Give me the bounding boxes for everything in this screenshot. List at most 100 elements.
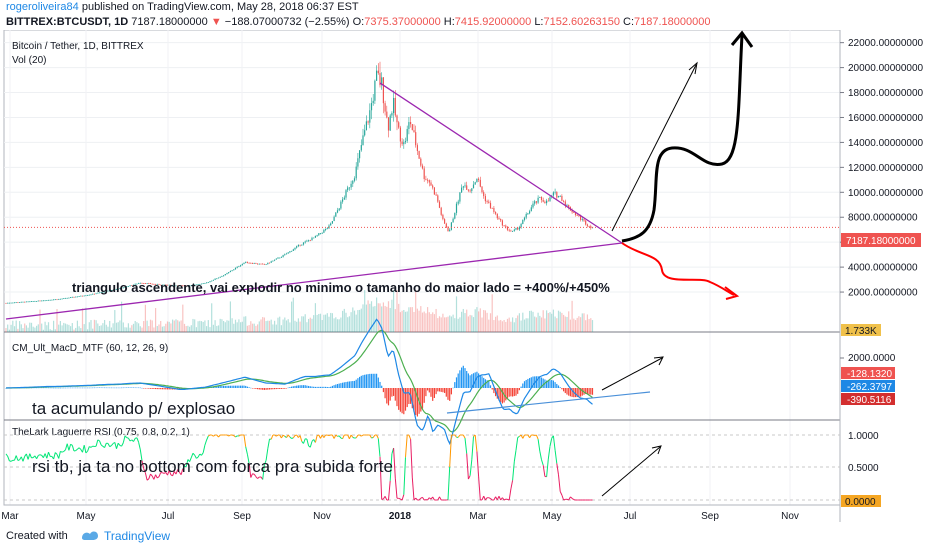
volume-bar [217, 325, 220, 332]
rsi-segment [263, 460, 267, 466]
macd-hist-bar [408, 388, 410, 405]
rsi-segment [411, 477, 415, 501]
candle-body [444, 219, 446, 224]
macd-hist-bar [432, 388, 434, 401]
triangle-upper-trendline[interactable] [379, 82, 623, 244]
candle-body [44, 300, 46, 302]
macd-hist-bar [291, 386, 293, 388]
volume-bar [7, 324, 9, 332]
rsi-segment [61, 450, 64, 453]
macd-hist-bar [362, 375, 364, 388]
rsi-segment [66, 443, 70, 451]
macd-hist-bar [277, 388, 279, 390]
target-arrow-line[interactable] [611, 64, 697, 232]
volume-bar [440, 317, 442, 332]
triangle-lower-trendline[interactable] [5, 242, 623, 320]
rsi-annotation[interactable]: rsi tb, ja ta no bottom com forca pra su… [32, 457, 393, 476]
macd-hist-bar [70, 387, 72, 389]
volume-bar [410, 307, 412, 332]
rsi-segment [439, 496, 442, 501]
bull-arrow-head-icon [730, 30, 754, 48]
macd-hist-bar [287, 387, 289, 389]
time-tick-label: Nov [313, 511, 331, 522]
volume-bar [93, 319, 95, 332]
rsi-segment [63, 449, 66, 452]
macd-hist-bar [557, 385, 560, 388]
volume-bar [583, 313, 585, 332]
macd-hist-bar [399, 388, 401, 412]
candle-body [476, 178, 478, 183]
macd-hist-bar [406, 388, 408, 408]
volume-bar [408, 307, 410, 332]
volume-bar [260, 319, 262, 332]
macd-pane-title: CM_Ult_MacD_MTF (60, 12, 26, 9) [12, 343, 168, 354]
bull-path-drawing[interactable] [621, 34, 744, 243]
candle-body [170, 284, 172, 286]
macd-hist-bar [104, 387, 106, 389]
candle-body [136, 283, 138, 285]
macd-hist-bar [59, 387, 61, 389]
chart-canvas[interactable]: Bitcoin / Tether, 1D, BITTREX Vol (20) t… [0, 30, 932, 522]
volume-bar [221, 319, 223, 332]
candle-body [306, 240, 308, 242]
macd-hist-bar [359, 376, 361, 388]
volume-bar [532, 311, 534, 332]
macd-trendline[interactable] [446, 391, 651, 414]
macd-hist-bar [476, 371, 478, 388]
rsi-arrow-line[interactable] [601, 446, 661, 497]
candle-body [559, 195, 561, 197]
macd-hist-bar [71, 387, 73, 389]
rsi-segment [197, 453, 201, 458]
main-annotation[interactable]: triangulo ascendente, vai explodir no mi… [72, 280, 610, 295]
macd-hist-bar [381, 385, 383, 388]
candle-body [547, 200, 549, 202]
macd-hist-bar [216, 386, 218, 388]
volume-bar [270, 319, 272, 332]
macd-hist-bar [398, 388, 400, 410]
candle-body [194, 284, 196, 286]
volume-bar [155, 308, 157, 332]
rsi-segment [568, 496, 571, 501]
candle-body [88, 294, 90, 296]
rsi-segment [381, 498, 384, 500]
macd-hist-bar [347, 381, 349, 388]
volume-bar [302, 316, 305, 332]
candle-body [362, 135, 364, 146]
volume-bar [245, 316, 247, 332]
macd-hist-bar [44, 387, 46, 389]
volume-bar [515, 318, 517, 332]
macd-hist-bar [243, 385, 245, 388]
rsi-segment [58, 451, 61, 459]
candle-body [338, 208, 340, 211]
candle-body [401, 141, 403, 145]
macd-hist-bar [506, 388, 509, 399]
volume-bar [391, 299, 393, 332]
bear-path-drawing[interactable] [621, 242, 735, 296]
author-link[interactable]: rogeroliveira84 [6, 1, 79, 13]
rsi-segment [107, 443, 111, 447]
candle-body [51, 299, 53, 301]
volume-bar [8, 329, 10, 332]
candle-body [506, 226, 509, 230]
macd-arrow-line[interactable] [601, 357, 663, 391]
volume-bar [95, 320, 97, 332]
volume-bar [27, 327, 29, 332]
volume-bar [425, 313, 427, 332]
volume-bar [469, 314, 471, 332]
macd-hist-bar [438, 388, 441, 392]
rsi-segment [410, 439, 413, 478]
macd-annotation[interactable]: ta acumulando p/ explosao [32, 399, 235, 418]
macd-hist-bar [522, 383, 524, 388]
volume-bar [418, 310, 420, 332]
rsi-segment [194, 454, 197, 459]
volume-bar [461, 311, 463, 332]
tradingview-brand[interactable]: TradingView [104, 529, 171, 543]
rsi-segment [53, 452, 56, 460]
rsi-segment [384, 496, 388, 501]
macd-hist-bar [158, 388, 160, 390]
rsi-segment [206, 435, 209, 441]
candle-body [411, 124, 413, 131]
candle-body [501, 220, 503, 226]
volume-bar [144, 304, 146, 332]
candle-body [257, 263, 259, 265]
